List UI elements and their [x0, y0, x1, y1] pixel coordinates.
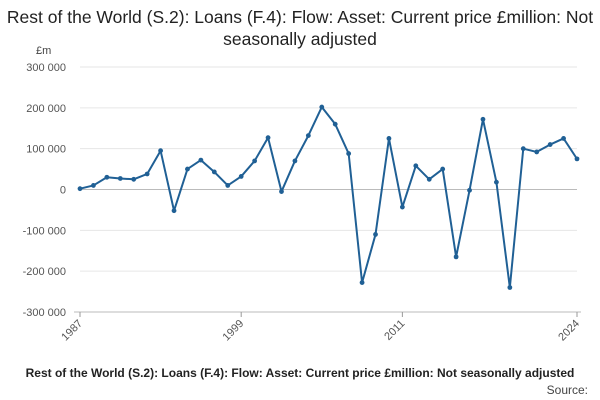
data-point[interactable]	[373, 232, 378, 237]
data-point[interactable]	[252, 158, 258, 164]
y-tick-label: -200 000	[23, 266, 66, 278]
data-point[interactable]	[480, 116, 486, 122]
footer-title-text: Rest of the World (S.2): Loans (F.4): Fl…	[25, 366, 575, 380]
data-point[interactable]	[305, 133, 311, 139]
y-tick-label: 100 000	[26, 144, 66, 156]
gridlines	[80, 66, 577, 313]
data-point[interactable]	[399, 204, 405, 210]
data-point[interactable]	[332, 121, 338, 127]
data-point[interactable]	[507, 285, 513, 290]
data-point[interactable]	[319, 104, 325, 110]
data-point[interactable]	[561, 136, 566, 141]
y-tick-label: 300 000	[26, 62, 66, 74]
data-point[interactable]	[520, 146, 526, 152]
data-point[interactable]	[144, 171, 150, 177]
data-point[interactable]	[104, 174, 110, 180]
y-tick-label: -300 000	[23, 307, 66, 319]
data-point[interactable]	[346, 151, 352, 156]
y-axis-ticks: 300 000 200 000 100 000 0 -100 000 -200 000 -3…	[23, 62, 66, 319]
data-point[interactable]	[386, 136, 392, 141]
data-point[interactable]	[238, 174, 244, 179]
data-point[interactable]	[279, 189, 284, 194]
chart-title: Rest of the World (S.2): Loans (F.4): Fl…	[0, 6, 600, 50]
data-point[interactable]	[198, 157, 204, 163]
y-tick-label: 0	[60, 185, 66, 197]
data-point[interactable]	[467, 187, 472, 193]
x-tick-label: 2024	[556, 318, 582, 344]
data-point[interactable]	[547, 142, 553, 147]
data-point[interactable]	[426, 176, 432, 182]
data-point[interactable]	[494, 179, 499, 185]
data-point[interactable]	[158, 148, 163, 154]
series-layer	[77, 104, 580, 290]
data-point[interactable]	[131, 176, 137, 182]
x-tick-label: 1999	[221, 318, 247, 344]
data-point[interactable]	[265, 135, 271, 141]
data-point[interactable]	[574, 156, 580, 162]
data-point[interactable]	[359, 280, 365, 285]
footer-title: Rest of the World (S.2): Loans (F.4): Fl…	[0, 366, 600, 382]
y-axis-unit-label: £m	[36, 45, 52, 57]
y-tick-label: -100 000	[23, 225, 66, 237]
source-label: Source:	[546, 383, 588, 397]
data-point[interactable]	[440, 166, 446, 172]
y-tick-label: 200 000	[26, 103, 66, 115]
data-point[interactable]	[77, 186, 83, 192]
data-point[interactable]	[185, 166, 190, 172]
x-axis: 1987 1999 2011 2024	[59, 311, 582, 344]
data-point[interactable]	[211, 169, 217, 175]
chart-title-text: Rest of the World (S.2): Loans (F.4): Fl…	[6, 7, 594, 49]
data-point[interactable]	[117, 176, 123, 181]
data-point[interactable]	[453, 254, 459, 260]
data-point[interactable]	[225, 183, 231, 188]
x-tick-label: 2011	[382, 318, 407, 343]
data-point[interactable]	[91, 183, 96, 188]
data-point[interactable]	[534, 149, 540, 155]
x-tick-label: 1987	[59, 318, 85, 344]
data-point[interactable]	[292, 158, 298, 164]
data-point[interactable]	[171, 208, 177, 214]
data-point[interactable]	[413, 163, 419, 169]
series-line	[79, 106, 578, 289]
